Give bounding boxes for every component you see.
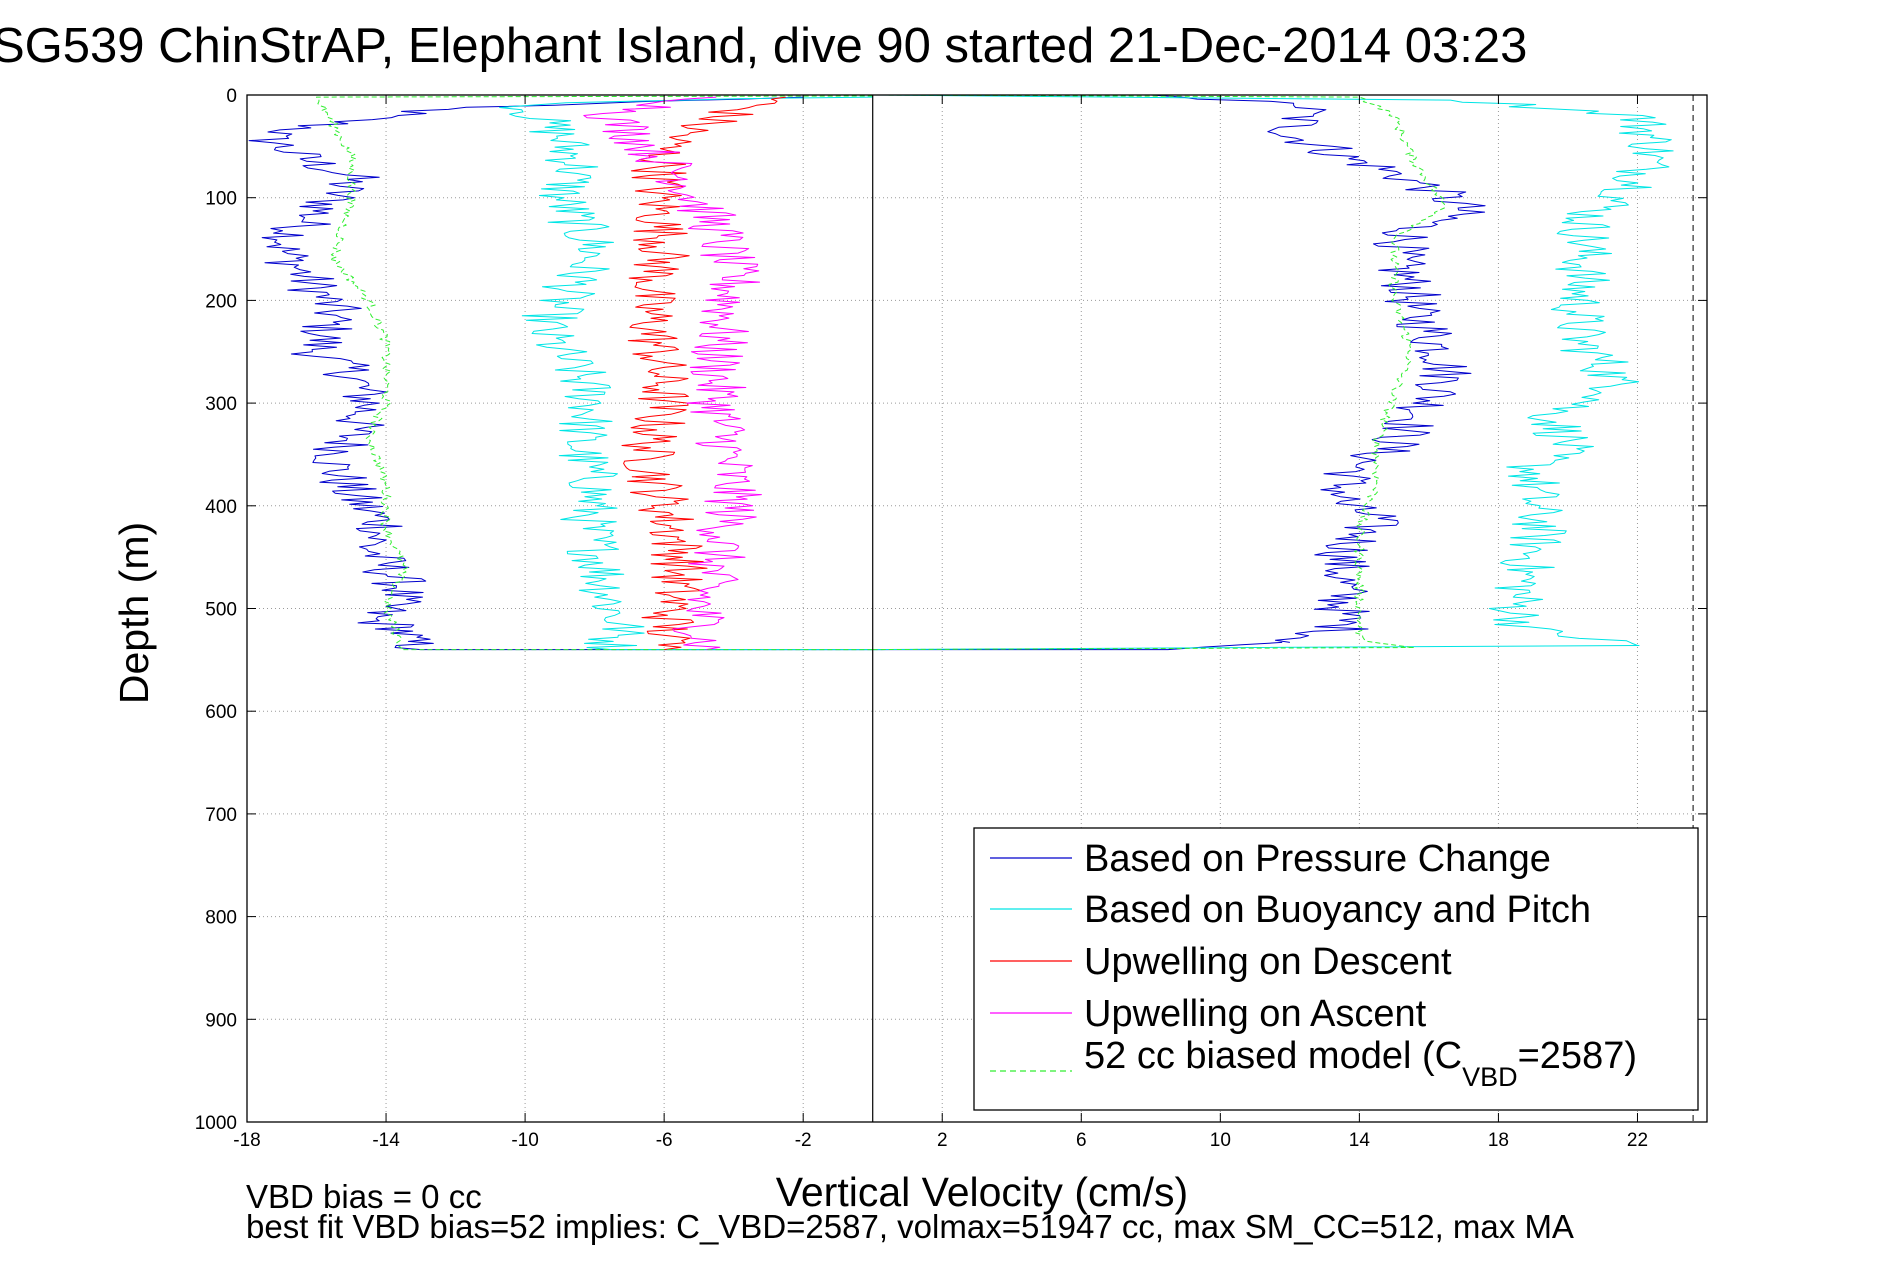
y-tick-label: 600 xyxy=(205,702,237,723)
series-1-segment-0 xyxy=(499,96,873,651)
x-tick-label: 2 xyxy=(937,1130,948,1151)
y-tick-label: 0 xyxy=(226,86,237,107)
series-3-segment-0 xyxy=(583,96,762,651)
vbd-bias-note: VBD bias = 0 cc xyxy=(246,1178,482,1215)
y-axis-label: Depth (m) xyxy=(111,522,157,704)
legend-model-main: 52 cc biased model (C xyxy=(1084,1035,1462,1077)
series-4-segment-2 xyxy=(872,94,1446,648)
legend-label-descent: Upwelling on Descent xyxy=(1084,941,1452,983)
x-tick-label: -10 xyxy=(511,1130,538,1151)
x-tick-label: 14 xyxy=(1349,1130,1371,1151)
series-4-segment-0 xyxy=(316,95,873,650)
y-tick-label: 200 xyxy=(205,291,237,312)
series-lines xyxy=(248,94,1674,651)
y-tick-label: 100 xyxy=(205,189,237,210)
y-tick-label: 500 xyxy=(205,600,237,621)
legend-box xyxy=(973,827,1699,1111)
y-tick-label: 900 xyxy=(205,1010,237,1031)
legend-model-end: =2587) xyxy=(1518,1035,1637,1077)
y-tick-label: 800 xyxy=(205,908,237,929)
x-tick-label: 6 xyxy=(1076,1130,1087,1151)
y-tick-label: 700 xyxy=(205,805,237,826)
x-tick-labels: -18 -14 -10 -6 -2 2 6 10 14 18 22 xyxy=(233,1130,1648,1151)
legend-label-ascent: Upwelling on Ascent xyxy=(1084,993,1427,1035)
x-tick-label: 10 xyxy=(1210,1130,1231,1151)
axis-ticks xyxy=(246,94,1707,1123)
legend-label-buoyancy: Based on Buoyancy and Pitch xyxy=(1084,889,1591,931)
x-axis-label: Vertical Velocity (cm/s) xyxy=(776,1169,1188,1215)
y-tick-label: 300 xyxy=(205,394,237,415)
x-tick-label: 22 xyxy=(1627,1130,1648,1151)
chart-title: SG539 ChinStrAP, Elephant Island, dive 9… xyxy=(0,19,1527,73)
x-tick-label: 18 xyxy=(1488,1130,1509,1151)
best-fit-note: best fit VBD bias=52 implies: C_VBD=2587… xyxy=(246,1208,1574,1245)
legend-model-subscript: VBD xyxy=(1462,1062,1518,1092)
legend-label-pressure: Based on Pressure Change xyxy=(1084,838,1551,880)
x-tick-label: -18 xyxy=(233,1130,260,1151)
x-tick-label: -2 xyxy=(795,1130,812,1151)
x-tick-label: -14 xyxy=(372,1130,400,1151)
series-1-segment-2 xyxy=(872,94,1674,646)
legend-label-model: 52 cc biased model (CVBD=2587) xyxy=(1084,1035,1637,1092)
series-1-segment-3 xyxy=(872,645,1640,651)
y-tick-label: 1000 xyxy=(195,1113,237,1134)
series-0-segment-0 xyxy=(248,96,804,651)
series-2-segment-0 xyxy=(621,96,786,651)
series-4-segment-3 xyxy=(872,647,1414,651)
series-0-segment-3 xyxy=(872,641,1283,651)
legend: Based on Pressure Change Based on Buoyan… xyxy=(973,827,1699,1111)
x-tick-label: -6 xyxy=(656,1130,673,1151)
y-tick-label: 400 xyxy=(205,497,237,518)
y-tick-labels: 0 100 200 300 400 500 600 700 800 900 1000 xyxy=(195,86,237,1134)
series-0-segment-2 xyxy=(872,94,1486,643)
